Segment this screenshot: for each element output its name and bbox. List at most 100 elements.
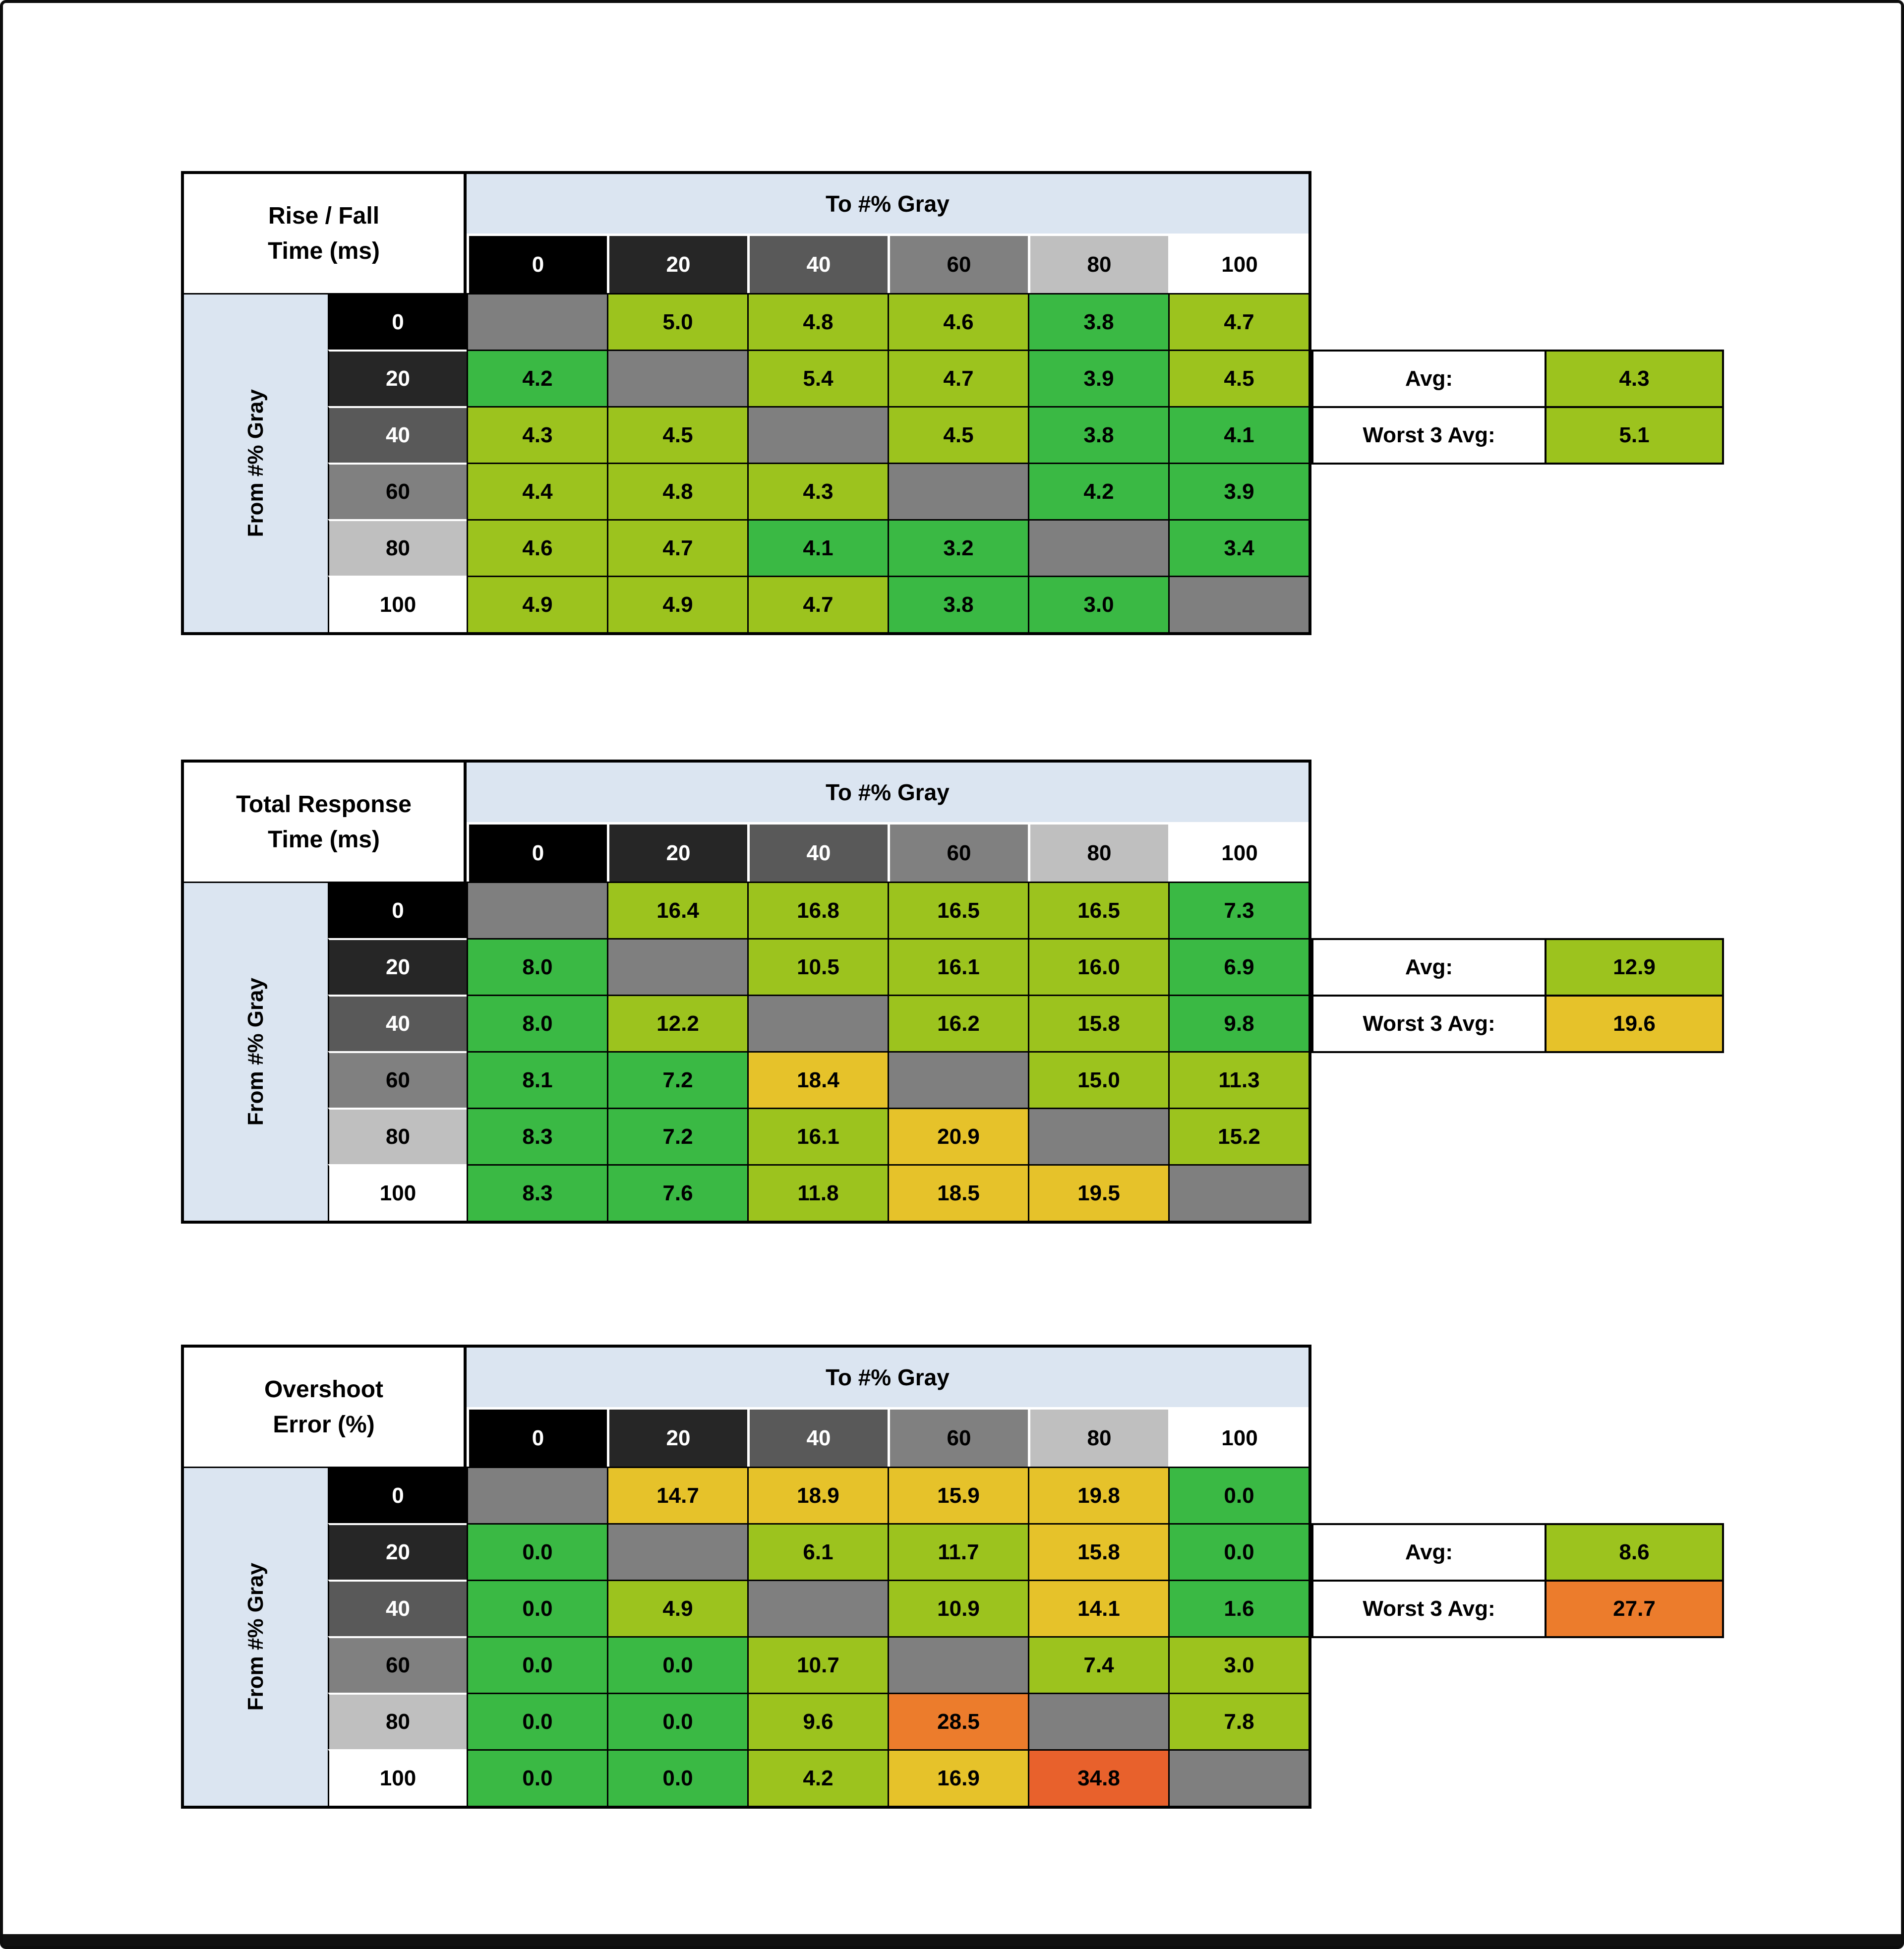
heatmap-cell: 4.5	[1168, 350, 1309, 406]
rise-fall-heatmap-grid: Rise / Fall Time (ms) To #% Gray From #%…	[181, 171, 1311, 635]
heatmap-cell: 20.9	[888, 1108, 1028, 1164]
col-header-40: 40	[747, 822, 888, 882]
summary-chips: Avg: 12.9 Worst 3 Avg: 19.6	[1311, 938, 1724, 1053]
to-gray-header: To #% Gray	[467, 763, 1309, 822]
heatmap-cell: 3.0	[1028, 576, 1168, 632]
col-header-20: 20	[607, 822, 747, 882]
heatmap-cell	[888, 463, 1028, 519]
heatmap-cell: 7.2	[607, 1051, 747, 1108]
heatmap-cell	[747, 406, 888, 463]
heatmap-cell	[607, 938, 747, 995]
overshoot-heatmap-grid: Overshoot Error (%) To #% Gray From #% G…	[181, 1345, 1311, 1809]
heatmap-cell: 14.1	[1028, 1580, 1168, 1636]
heatmap-cell: 4.2	[1028, 463, 1168, 519]
heatmap-cell: 15.8	[1028, 1523, 1168, 1580]
col-header-20: 20	[607, 234, 747, 293]
total-response-heatmap-grid: Total Response Time (ms) To #% Gray From…	[181, 760, 1311, 1224]
col-header-0: 0	[467, 822, 607, 882]
heatmap-cell	[467, 1467, 607, 1523]
heatmap-cell: 4.8	[747, 293, 888, 350]
worst3-avg-label: Worst 3 Avg:	[1311, 1580, 1545, 1636]
heatmap-cell	[1028, 1108, 1168, 1164]
heatmap-cell: 19.5	[1028, 1164, 1168, 1221]
heatmap-cell: 4.7	[1168, 293, 1309, 350]
heatmap-cell: 6.1	[747, 1523, 888, 1580]
table-title-line1: Overshoot	[264, 1376, 384, 1403]
heatmap-cell: 7.6	[607, 1164, 747, 1221]
table-title-line2: Time (ms)	[268, 827, 380, 853]
heatmap-cell: 12.2	[607, 995, 747, 1051]
col-header-100: 100	[1168, 822, 1309, 882]
row-header-20: 20	[328, 350, 467, 406]
row-header-60: 60	[328, 463, 467, 519]
heatmap-cell: 1.6	[1168, 1580, 1309, 1636]
heatmap-cell: 4.6	[467, 519, 607, 576]
heatmap-cell	[467, 293, 607, 350]
to-gray-header: To #% Gray	[467, 1348, 1309, 1407]
heatmap-cell	[747, 995, 888, 1051]
overshoot-table: Overshoot Error (%) To #% Gray From #% G…	[181, 1345, 1724, 1809]
avg-value: 12.9	[1545, 938, 1722, 995]
avg-value: 4.3	[1545, 350, 1722, 406]
heatmap-cell: 16.1	[888, 938, 1028, 995]
heatmap-cell	[1168, 1164, 1309, 1221]
heatmap-cell: 0.0	[467, 1749, 607, 1806]
heatmap-cell: 0.0	[1168, 1467, 1309, 1523]
heatmap-cell: 16.2	[888, 995, 1028, 1051]
row-header-40: 40	[328, 995, 467, 1051]
heatmap-cell: 4.9	[607, 576, 747, 632]
heatmap-cell: 34.8	[1028, 1749, 1168, 1806]
row-header-100: 100	[328, 576, 467, 632]
heatmap-cell: 0.0	[607, 1636, 747, 1693]
heatmap-cell: 4.9	[607, 1580, 747, 1636]
col-header-100: 100	[1168, 1407, 1309, 1467]
heatmap-cell: 15.8	[1028, 995, 1168, 1051]
heatmap-cell: 7.8	[1168, 1693, 1309, 1749]
heatmap-cell	[607, 1523, 747, 1580]
from-gray-header-label: From #% Gray	[243, 389, 268, 537]
col-header-80: 80	[1028, 234, 1168, 293]
row-header-80: 80	[328, 519, 467, 576]
heatmap-cell: 16.4	[607, 882, 747, 938]
to-gray-header: To #% Gray	[467, 174, 1309, 234]
heatmap-cell: 16.0	[1028, 938, 1168, 995]
heatmap-cell: 11.8	[747, 1164, 888, 1221]
heatmap-cell: 5.0	[607, 293, 747, 350]
heatmap-cell: 7.2	[607, 1108, 747, 1164]
avg-label: Avg:	[1311, 938, 1545, 995]
heatmap-cell: 4.3	[747, 463, 888, 519]
heatmap-cell: 0.0	[467, 1523, 607, 1580]
heatmap-cell: 10.5	[747, 938, 888, 995]
worst3-avg-label: Worst 3 Avg:	[1311, 995, 1545, 1051]
heatmap-cell: 6.9	[1168, 938, 1309, 995]
row-header-40: 40	[328, 406, 467, 463]
heatmap-cell: 18.5	[888, 1164, 1028, 1221]
avg-value: 8.6	[1545, 1523, 1722, 1580]
heatmap-cell: 4.2	[467, 350, 607, 406]
worst3-avg-label: Worst 3 Avg:	[1311, 406, 1545, 463]
table-title: Rise / Fall Time (ms)	[184, 174, 467, 293]
heatmap-cell	[1028, 1693, 1168, 1749]
heatmap-cell: 0.0	[607, 1693, 747, 1749]
table-title: Total Response Time (ms)	[184, 763, 467, 882]
heatmap-cell: 3.9	[1168, 463, 1309, 519]
row-header-60: 60	[328, 1636, 467, 1693]
heatmap-cell: 16.1	[747, 1108, 888, 1164]
heatmap-cell	[1168, 1749, 1309, 1806]
summary-chips: Avg: 4.3 Worst 3 Avg: 5.1	[1311, 350, 1724, 465]
heatmap-cell: 3.8	[1028, 406, 1168, 463]
heatmap-cell: 8.0	[467, 938, 607, 995]
summary-chips: Avg: 8.6 Worst 3 Avg: 27.7	[1311, 1523, 1724, 1638]
table-title-line2: Error (%)	[273, 1412, 375, 1438]
col-header-80: 80	[1028, 1407, 1168, 1467]
heatmap-cell: 10.7	[747, 1636, 888, 1693]
heatmap-cell	[467, 882, 607, 938]
avg-label: Avg:	[1311, 350, 1545, 406]
table-title-line1: Rise / Fall	[268, 203, 380, 229]
row-header-0: 0	[328, 293, 467, 350]
from-gray-header-label: From #% Gray	[243, 1563, 268, 1711]
rise-fall-table: Rise / Fall Time (ms) To #% Gray From #%…	[181, 171, 1724, 635]
heatmap-cell: 4.7	[747, 576, 888, 632]
row-header-0: 0	[328, 882, 467, 938]
window-bottom-edge	[3, 1934, 1901, 1946]
